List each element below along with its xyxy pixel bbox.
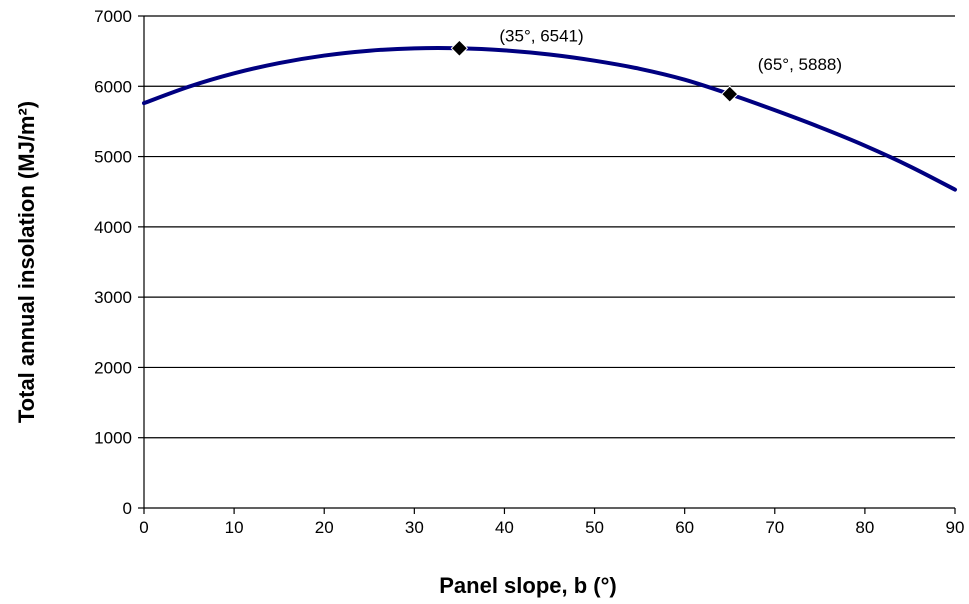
x-tick-label: 60 (675, 518, 694, 537)
y-tick-labels: 0 1000 2000 3000 4000 5000 6000 7000 (94, 7, 144, 518)
y-tick-label: 2000 (94, 358, 132, 377)
data-point-marker (721, 85, 739, 103)
x-tick-label: 90 (946, 518, 965, 537)
y-tick-label: 6000 (94, 77, 132, 96)
markers: (35°, 6541) (65°, 5888) (450, 26, 842, 103)
x-tick-label: 80 (855, 518, 874, 537)
axes (143, 16, 955, 509)
x-tick-labels: 0 10 20 30 40 50 60 70 80 90 (139, 508, 964, 537)
y-tick-label: 0 (123, 499, 132, 518)
data-point-marker (450, 39, 469, 57)
x-tick-label: 50 (585, 518, 604, 537)
series-line (142, 46, 957, 192)
x-tick-label: 30 (405, 518, 424, 537)
y-tick-label: 7000 (94, 7, 132, 26)
x-tick-label: 0 (139, 518, 148, 537)
data-point-label: (35°, 6541) (499, 26, 583, 45)
x-tick-label: 10 (225, 518, 244, 537)
x-tick-label: 20 (315, 518, 334, 537)
x-axis-title: Panel slope, b (°) (439, 573, 617, 598)
grid-lines (144, 15, 955, 439)
x-tick-label: 40 (495, 518, 514, 537)
y-tick-label: 5000 (94, 148, 132, 167)
series (142, 46, 957, 192)
data-point-label: (65°, 5888) (758, 55, 842, 74)
y-tick-label: 1000 (94, 429, 132, 448)
y-tick-label: 4000 (94, 218, 132, 237)
x-tick-label: 70 (765, 518, 784, 537)
y-tick-label: 3000 (94, 288, 132, 307)
y-axis-title: Total annual insolation (MJ/m²) (14, 101, 39, 423)
